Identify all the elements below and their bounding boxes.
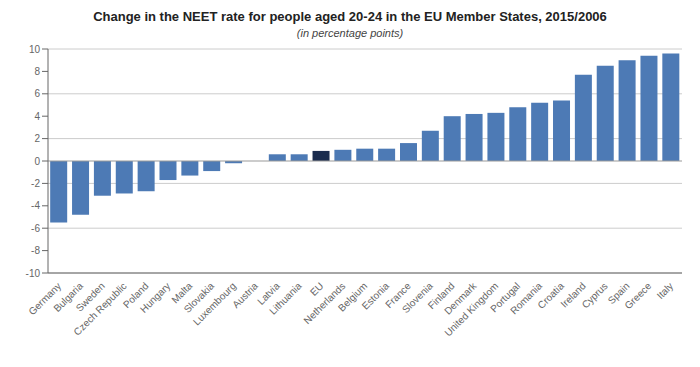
svg-text:Ireland: Ireland bbox=[558, 280, 588, 310]
svg-text:10: 10 bbox=[29, 44, 41, 55]
svg-text:4: 4 bbox=[34, 111, 40, 122]
svg-text:Bulgaria: Bulgaria bbox=[51, 280, 85, 314]
svg-text:Germany: Germany bbox=[26, 280, 64, 318]
svg-text:-8: -8 bbox=[31, 245, 40, 256]
svg-text:Croatia: Croatia bbox=[535, 280, 566, 311]
svg-text:Malta: Malta bbox=[169, 280, 195, 306]
svg-text:EU: EU bbox=[308, 280, 326, 298]
svg-text:8: 8 bbox=[34, 66, 40, 77]
svg-text:Netherlands: Netherlands bbox=[301, 280, 348, 327]
svg-text:Luxembourg: Luxembourg bbox=[191, 280, 239, 328]
svg-text:France: France bbox=[383, 280, 413, 311]
svg-text:Czech Republic: Czech Republic bbox=[71, 280, 128, 337]
svg-text:Portugal: Portugal bbox=[488, 280, 523, 315]
svg-text:Italy: Italy bbox=[655, 280, 676, 301]
svg-text:-10: -10 bbox=[26, 268, 41, 279]
svg-text:Finland: Finland bbox=[425, 280, 457, 312]
svg-text:Denmark: Denmark bbox=[442, 280, 479, 317]
svg-text:6: 6 bbox=[34, 88, 40, 99]
svg-text:Austria: Austria bbox=[230, 280, 260, 310]
svg-text:Lithuania: Lithuania bbox=[267, 280, 304, 317]
svg-text:Latvia: Latvia bbox=[255, 280, 282, 307]
html-text:(in percentage points): (in percentage points) bbox=[296, 27, 404, 39]
svg-text:United Kingdom: United Kingdom bbox=[442, 280, 501, 339]
svg-text:Belgium: Belgium bbox=[335, 280, 370, 314]
svg-text:Hungary: Hungary bbox=[138, 280, 173, 315]
svg-text:Estonia: Estonia bbox=[359, 280, 392, 312]
svg-text:-4: -4 bbox=[31, 200, 40, 211]
svg-text:Romania: Romania bbox=[508, 280, 545, 317]
svg-text:Cyprus: Cyprus bbox=[580, 280, 610, 310]
svg-text:Spain: Spain bbox=[605, 280, 632, 307]
svg-text:-6: -6 bbox=[31, 223, 40, 234]
svg-text:Slovenia: Slovenia bbox=[400, 280, 435, 315]
svg-text:Sweden: Sweden bbox=[73, 280, 107, 314]
svg-text:0: 0 bbox=[34, 156, 40, 167]
svg-text:Poland: Poland bbox=[120, 280, 151, 311]
html-text:Change in the NEET rate for pe: Change in the NEET rate for people aged … bbox=[93, 9, 607, 24]
svg-text:Greece: Greece bbox=[622, 280, 653, 311]
svg-text:Slovakia: Slovakia bbox=[181, 280, 217, 315]
svg-text:2: 2 bbox=[34, 133, 40, 144]
svg-text:-2: -2 bbox=[31, 178, 40, 189]
